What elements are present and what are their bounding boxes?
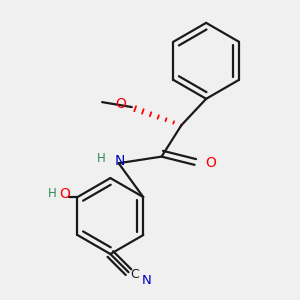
Text: C: C: [130, 268, 139, 281]
Text: O: O: [205, 156, 216, 170]
Text: N: N: [142, 274, 152, 287]
Text: O: O: [59, 187, 70, 201]
Text: H: H: [48, 187, 57, 200]
Text: O: O: [115, 97, 126, 111]
Text: N: N: [115, 154, 125, 168]
Text: H: H: [97, 152, 105, 165]
